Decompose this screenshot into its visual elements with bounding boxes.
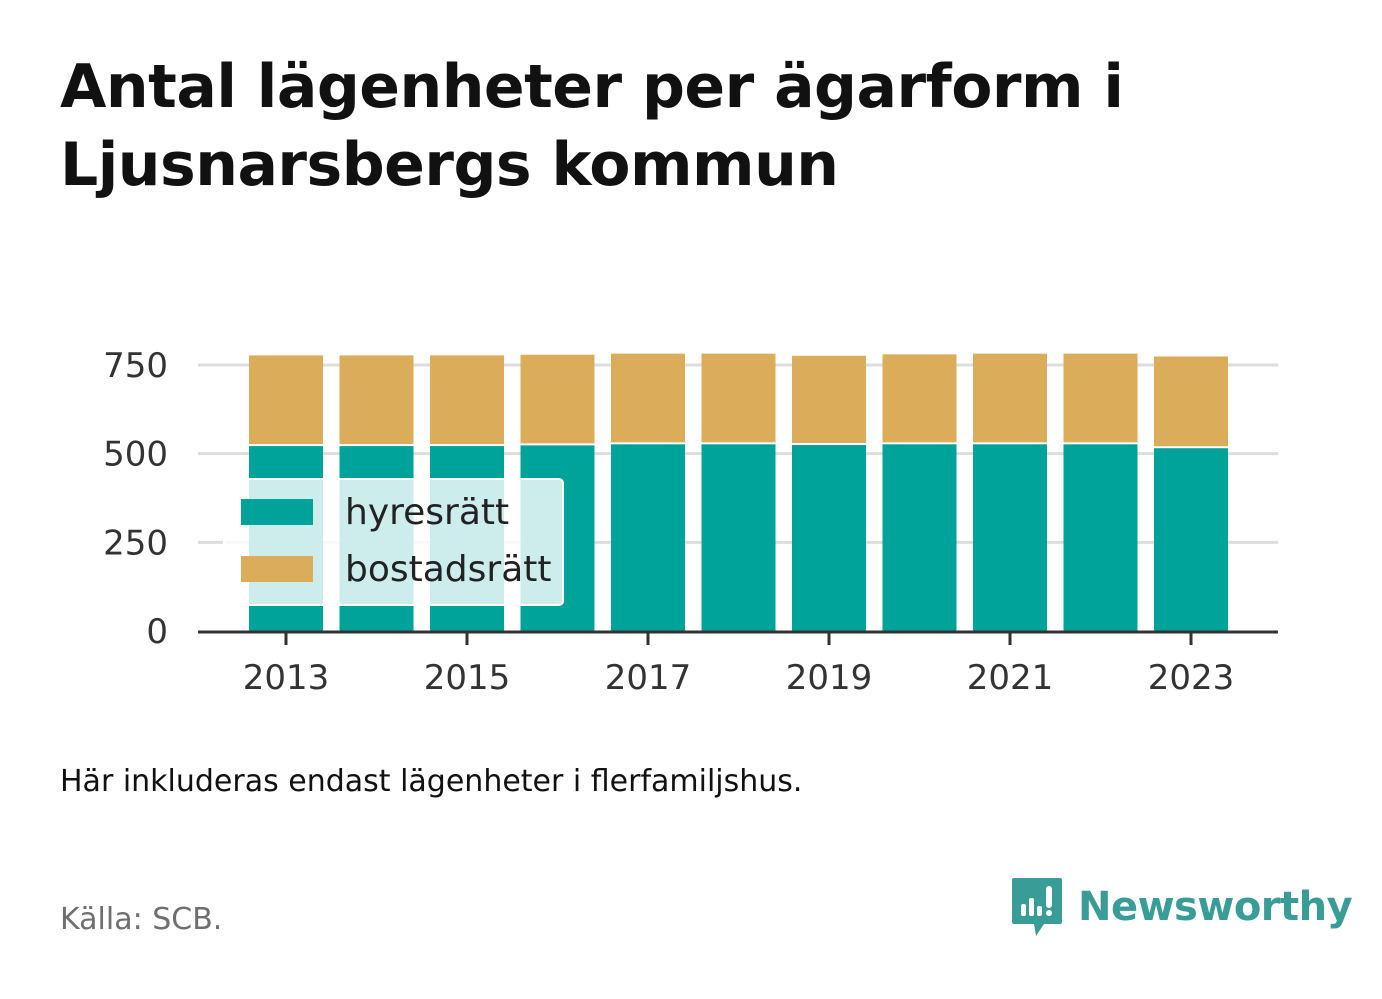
axes: 0 250 500 750 2013 2015 2017 2019 2021 2023 bbox=[103, 346, 1278, 698]
bar-bostadsratt-2021 bbox=[973, 353, 1047, 443]
legend-label-hyresratt: hyresrätt bbox=[345, 492, 509, 533]
bar-bostadsratt-2017 bbox=[611, 353, 685, 443]
legend-swatch-hyresratt bbox=[241, 499, 313, 525]
y-tick-label: 750 bbox=[103, 346, 168, 386]
newsworthy-brand: Newsworthy bbox=[1010, 876, 1353, 938]
x-tick-label: 2023 bbox=[1148, 658, 1235, 698]
x-tick-label: 2017 bbox=[605, 658, 692, 698]
y-tick-label: 500 bbox=[103, 435, 168, 475]
bar-hyresratt-2020 bbox=[882, 444, 957, 631]
legend: hyresrätt bostadsrätt bbox=[223, 478, 564, 606]
source-text: Källa: SCB. bbox=[60, 902, 223, 937]
x-tick-label: 2019 bbox=[786, 658, 873, 698]
newsworthy-logo-icon bbox=[1012, 878, 1062, 936]
bar-hyresratt-2021 bbox=[973, 444, 1047, 631]
legend-label-bostadsratt: bostadsrätt bbox=[345, 549, 552, 590]
bar-bostadsratt-2019 bbox=[792, 355, 866, 444]
bar-bostadsratt-2020 bbox=[882, 354, 957, 443]
bar-hyresratt-2019 bbox=[792, 445, 866, 631]
bar-hyresratt-2022 bbox=[1063, 444, 1138, 631]
x-tick-label: 2021 bbox=[967, 658, 1054, 698]
chart-note: Här inkluderas endast lägenheter i flerf… bbox=[60, 764, 803, 799]
bar-bostadsratt-2016 bbox=[520, 354, 595, 444]
bar-hyresratt-2017 bbox=[611, 444, 685, 631]
bar-hyresratt-2018 bbox=[701, 444, 776, 631]
bar-bostadsratt-2023 bbox=[1154, 356, 1228, 447]
y-tick-label: 250 bbox=[103, 523, 168, 563]
legend-swatch-bostadsratt bbox=[241, 556, 313, 582]
bar-bostadsratt-2015 bbox=[430, 355, 504, 445]
bar-bostadsratt-2014 bbox=[339, 355, 414, 445]
bar-bostadsratt-2013 bbox=[249, 355, 323, 445]
brand-name: Newsworthy bbox=[1078, 884, 1353, 930]
bar-hyresratt-2023 bbox=[1154, 448, 1228, 631]
x-tick-label: 2013 bbox=[243, 658, 330, 698]
chart-title: Antal lägenheter per ägarform i Ljusnars… bbox=[60, 52, 1124, 200]
bar-bostadsratt-2018 bbox=[701, 353, 776, 443]
y-tick-label: 0 bbox=[146, 612, 168, 652]
bar-bostadsratt-2022 bbox=[1063, 353, 1138, 443]
x-tick-label: 2015 bbox=[424, 658, 511, 698]
